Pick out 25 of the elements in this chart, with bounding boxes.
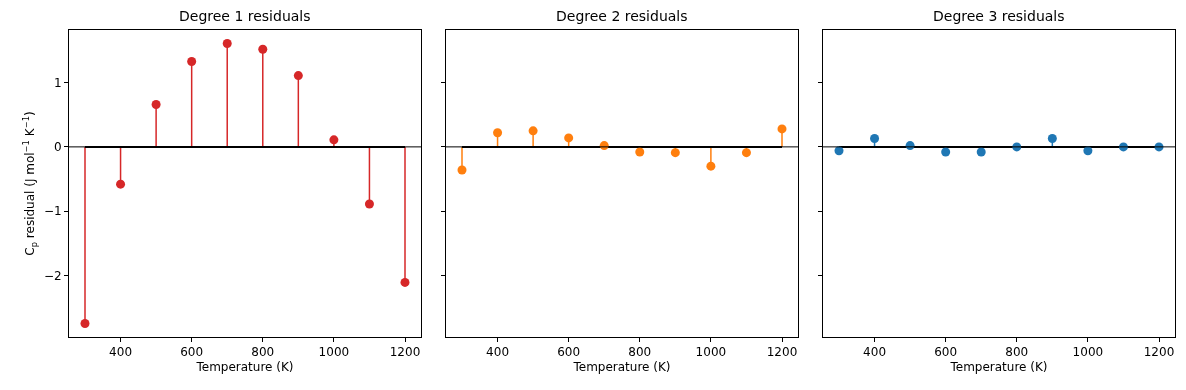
x-tick-label: 800 <box>1005 345 1029 360</box>
x-tick-label: 800 <box>251 345 275 360</box>
x-tick-label: 1200 <box>1143 345 1175 360</box>
chart-title: Degree 1 residuals <box>179 8 311 24</box>
x-axis-title: Temperature (K) <box>949 360 1048 375</box>
x-tick-label: 800 <box>628 345 652 360</box>
chart-title: Degree 2 residuals <box>556 8 688 24</box>
x-tick-label: 400 <box>486 345 510 360</box>
x-tick-label: 1200 <box>389 345 421 360</box>
x-tick-label: 400 <box>863 345 887 360</box>
x-tick-label: 1000 <box>318 345 350 360</box>
x-axis-title: Temperature (K) <box>195 360 294 375</box>
y-tick-label: 1 <box>53 75 62 90</box>
x-tick-label: 1200 <box>766 345 798 360</box>
y-tick-label: −1 <box>43 204 62 219</box>
y-tick-label: −2 <box>43 268 62 283</box>
x-tick-label: 600 <box>557 345 581 360</box>
chart-title: Degree 3 residuals <box>933 8 1065 24</box>
y-tick-label: 0 <box>53 140 62 155</box>
x-tick-label: 600 <box>180 345 204 360</box>
x-tick-label: 600 <box>934 345 958 360</box>
x-tick-label: 1000 <box>1072 345 1104 360</box>
x-axis-title: Temperature (K) <box>572 360 671 375</box>
x-tick-label: 1000 <box>695 345 727 360</box>
x-tick-label: 400 <box>109 345 133 360</box>
